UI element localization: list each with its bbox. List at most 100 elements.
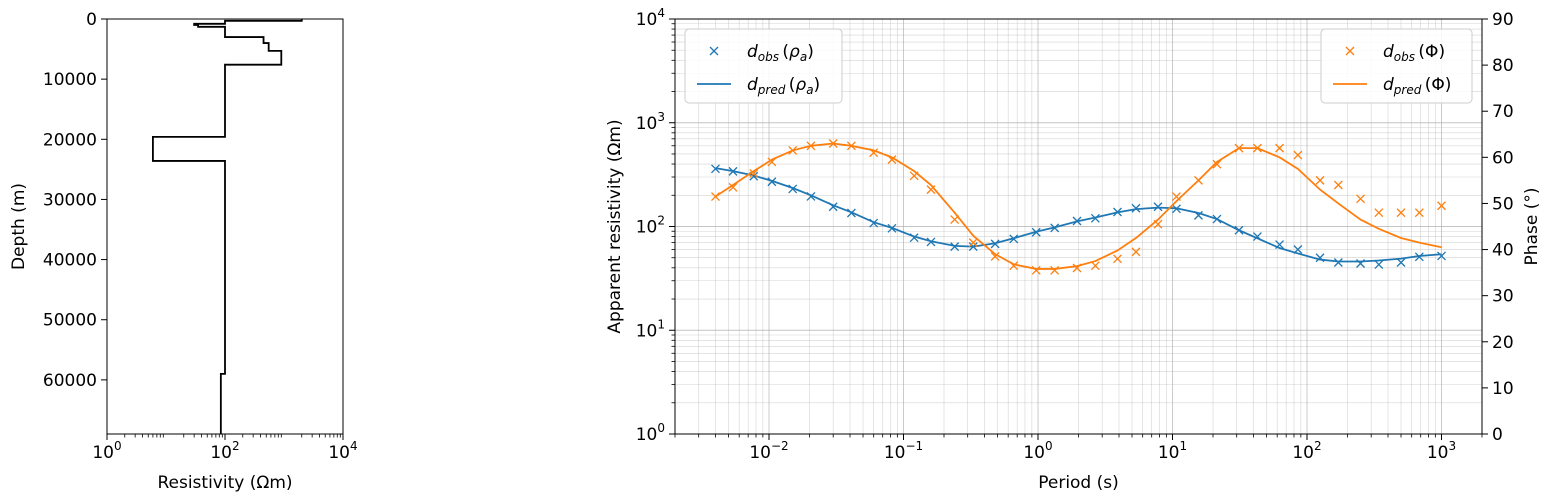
- response-x-tick-label-exp: −1: [905, 439, 923, 453]
- response-x-tick-label: 10−1: [884, 439, 923, 463]
- phase-obs-markers: [711, 139, 1446, 275]
- response-left-tick-label-base: 10: [636, 321, 658, 341]
- phase-obs-point: [1050, 265, 1060, 275]
- model-x-tick-label-base: 10: [92, 443, 114, 463]
- response-x-tick-label-exp: 2: [1314, 439, 1322, 453]
- legend-resistivity-handle-marker: [709, 46, 719, 56]
- response-x-tick-label-exp: 0: [1045, 439, 1053, 453]
- rho-obs-point: [1333, 258, 1343, 267]
- rho-obs-point: [1374, 260, 1384, 269]
- response-left-tick-label: 103: [636, 110, 665, 134]
- model-panel: 100 102 1040100002000030000400005000060000…: [9, 10, 358, 493]
- legend-label-symbol: Φ: [1425, 42, 1438, 62]
- model-x-axis-label: Resistivity (Ωm): [157, 473, 292, 493]
- response-x-tick-label-base: 10: [1292, 443, 1314, 463]
- phase-obs-point: [1090, 261, 1100, 271]
- legend-resistivity-label: dpred (ρa): [747, 75, 820, 97]
- phase-obs-point: [1113, 254, 1122, 264]
- response-right-tick-label: 10: [1492, 379, 1514, 399]
- model-y-tick-label: 30000: [43, 190, 97, 210]
- model-y-tick-label: 60000: [43, 371, 97, 391]
- phase-obs-point: [1315, 175, 1325, 185]
- model-y-tick-label: 10000: [43, 70, 97, 90]
- phase-obs-point: [1131, 247, 1141, 257]
- response-right-tick-label: 40: [1492, 241, 1514, 261]
- model-x-tick-label-exp: 4: [350, 439, 358, 453]
- legend-label-main: d: [747, 42, 758, 62]
- rho-obs-point: [1437, 251, 1446, 261]
- resistivity-model-step-line: [152, 19, 303, 434]
- response-x-tick-label-exp: 3: [1449, 439, 1457, 453]
- response-right-tick-label: 60: [1492, 148, 1514, 168]
- model-x-tick-label-exp: 2: [232, 439, 240, 453]
- model-x-tick-label-exp: 0: [114, 439, 122, 453]
- legend-label-paren-close: ): [814, 75, 821, 95]
- response-left-tick-label-exp: 0: [657, 421, 665, 435]
- legend-label-subscript: obs: [1394, 50, 1415, 64]
- model-y-tick-label: 0: [86, 10, 97, 30]
- response-left-tick-label: 102: [636, 214, 665, 238]
- response-x-tick-label-base: 10: [884, 443, 906, 463]
- legend-label-subscript: pred: [1393, 83, 1422, 97]
- model-x-tick-label: 102: [210, 439, 239, 463]
- response-x-tick-label: 101: [1158, 439, 1187, 463]
- response-right-tick-label: 20: [1492, 333, 1514, 353]
- phase-obs-point: [1333, 180, 1343, 190]
- legend-label-paren-close: ): [1445, 75, 1452, 95]
- model-y-tick-label: 20000: [43, 130, 97, 150]
- response-x-tick-label-base: 10: [749, 443, 771, 463]
- legend-resistivity: dobs (ρa) dpred (ρa): [684, 28, 843, 104]
- response-left-tick-label-base: 10: [636, 218, 658, 238]
- rho-obs-point: [1131, 203, 1141, 213]
- response-right-tick-label: 90: [1492, 10, 1514, 30]
- response-x-tick-label: 102: [1292, 439, 1321, 463]
- legend-label-symbol: ρ: [789, 42, 800, 62]
- response-left-tick-label: 100: [636, 421, 665, 445]
- response-right-tick-label: 80: [1492, 56, 1514, 76]
- phase-obs-point: [968, 238, 978, 248]
- legend-label-paren-open: (: [1415, 42, 1425, 62]
- phase-obs-point: [1414, 208, 1424, 218]
- response-left-tick-label-exp: 1: [657, 317, 665, 331]
- legend-label-subscript: pred: [757, 83, 786, 97]
- response-x-tick-label-base: 10: [1158, 443, 1180, 463]
- rho-pred-line: [715, 167, 1442, 263]
- response-x-tick-label: 10−2: [749, 439, 788, 463]
- legend-phase: dobs (Φ)dpred (Φ): [1320, 28, 1473, 104]
- response-left-axis-label: Apparent resistivity (Ωm): [605, 119, 625, 333]
- phase-obs-point: [749, 169, 759, 178]
- response-x-tick-label-exp: 1: [1180, 439, 1188, 453]
- model-x-tick-label: 104: [328, 439, 357, 463]
- model-y-tick-label: 40000: [43, 251, 97, 271]
- phase-obs-point: [728, 182, 738, 192]
- legend-label-symbol: Φ: [1431, 75, 1444, 95]
- legend-label-symbol-subscript: a: [806, 83, 813, 97]
- legend-label-subscript: obs: [758, 50, 779, 64]
- response-panel: 10−2 10−1 100 101 102 10310010110210310401020…: [605, 6, 1542, 493]
- model-x-tick-label: 100: [92, 439, 121, 463]
- phase-obs-point: [1356, 194, 1365, 204]
- response-x-tick-label-exp: −2: [771, 439, 789, 453]
- response-right-axis-label: Phase (°): [1522, 188, 1542, 266]
- response-left-tick-label: 104: [636, 6, 665, 30]
- legend-label-main: d: [1383, 42, 1394, 62]
- model-x-tick-label-base: 10: [210, 443, 232, 463]
- response-x-tick-label: 103: [1427, 439, 1456, 463]
- response-left-tick-label-exp: 4: [657, 6, 665, 20]
- legend-phase-handle-marker: [1345, 46, 1355, 56]
- response-left-tick-label-exp: 3: [657, 110, 665, 124]
- model-y-axis-label: Depth (m): [9, 183, 29, 270]
- phase-obs-point: [1396, 208, 1406, 218]
- response-axes-frame: [674, 18, 1483, 435]
- legend-phase-label: dobs (Φ): [1383, 42, 1445, 64]
- model-x-tick-label-base: 10: [328, 443, 350, 463]
- phase-obs-point: [1212, 159, 1222, 169]
- legend-resistivity-label: dobs (ρa): [747, 42, 814, 64]
- legend-phase-label: dpred (Φ): [1383, 75, 1451, 97]
- response-right-tick-label: 30: [1492, 287, 1514, 307]
- legend-label-symbol-subscript: a: [800, 50, 807, 64]
- response-left-tick-label-base: 10: [636, 425, 658, 445]
- phase-obs-point: [1374, 208, 1384, 218]
- response-right-tick-label: 0: [1492, 425, 1503, 445]
